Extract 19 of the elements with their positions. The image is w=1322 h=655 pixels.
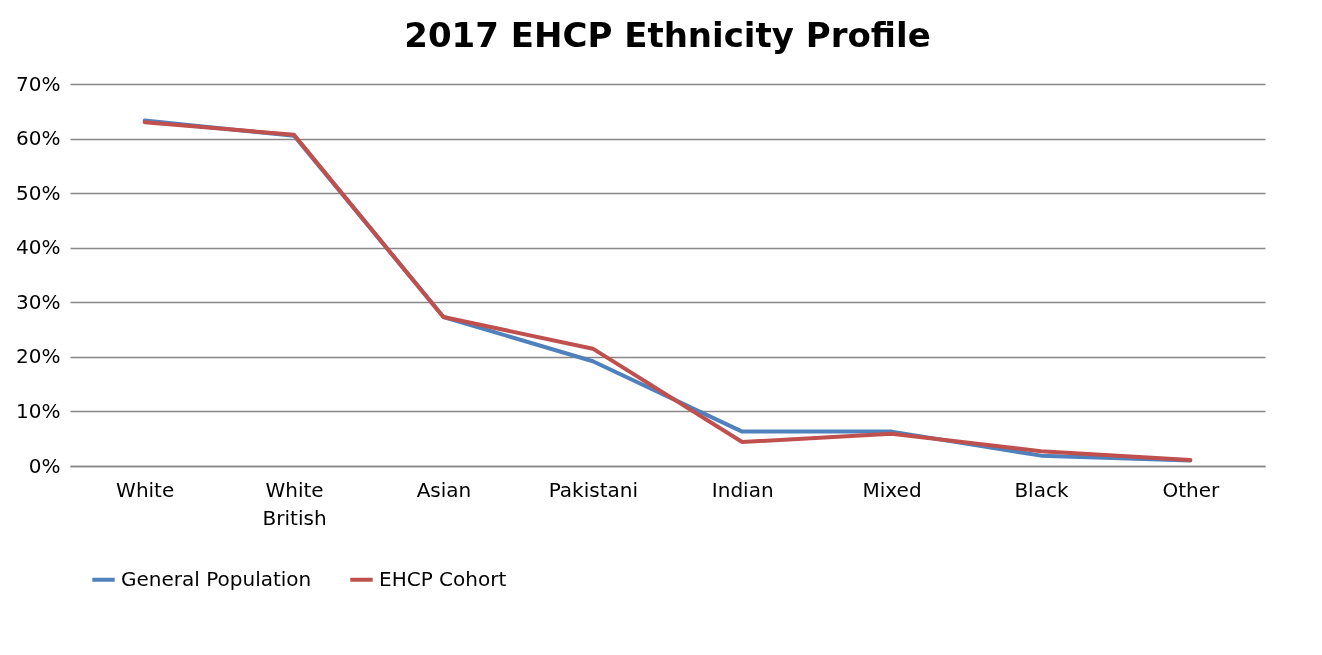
y-tick-label: 20% (16, 344, 61, 369)
x-tick-label: Indian (711, 477, 774, 502)
y-tick-label: 10% (16, 398, 61, 423)
x-tick-label: White (116, 477, 175, 502)
y-tick-label: 40% (16, 235, 61, 260)
y-tick-label: 60% (16, 126, 61, 151)
y-tick-label: 30% (16, 289, 61, 314)
x-tick-label: White British (262, 477, 327, 530)
y-tick-label: 70% (16, 71, 61, 96)
x-tick-label: Pakistani (548, 477, 638, 502)
chart-title: 2017 EHCP Ethnicity Profile (404, 15, 931, 55)
x-tick-label: Asian (416, 477, 472, 502)
y-tick-label: 50% (16, 180, 61, 205)
x-tick-label: Other (1162, 477, 1220, 502)
legend-label: EHCP Cohort (379, 566, 507, 591)
x-tick-label: Mixed (862, 477, 922, 502)
x-tick-label: Black (1014, 477, 1069, 502)
legend-label: General Population (121, 566, 312, 591)
y-tick-label: 0% (28, 453, 61, 478)
